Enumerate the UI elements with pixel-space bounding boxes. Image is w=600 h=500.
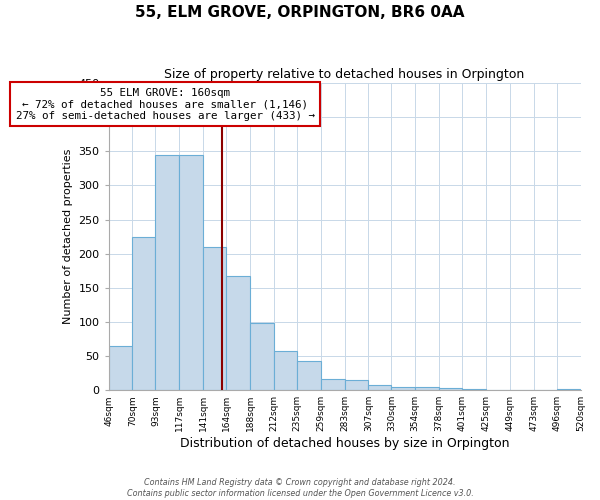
Bar — [391, 387, 415, 390]
Bar — [155, 154, 179, 390]
Bar — [320, 380, 344, 390]
Title: Size of property relative to detached houses in Orpington: Size of property relative to detached ho… — [164, 68, 524, 80]
Bar — [109, 346, 133, 390]
Bar — [344, 380, 368, 390]
Bar — [368, 386, 391, 390]
Bar — [133, 238, 155, 390]
Bar — [557, 389, 580, 390]
Bar — [179, 154, 203, 390]
Bar — [274, 352, 297, 390]
Bar — [203, 247, 226, 390]
Bar — [439, 388, 462, 390]
Y-axis label: Number of detached properties: Number of detached properties — [63, 149, 73, 324]
Bar — [462, 389, 486, 390]
Bar — [415, 387, 439, 390]
Text: 55 ELM GROVE: 160sqm
← 72% of detached houses are smaller (1,146)
27% of semi-de: 55 ELM GROVE: 160sqm ← 72% of detached h… — [16, 88, 315, 121]
Bar — [250, 324, 274, 390]
X-axis label: Distribution of detached houses by size in Orpington: Distribution of detached houses by size … — [180, 437, 509, 450]
Bar — [297, 361, 320, 390]
Text: Contains HM Land Registry data © Crown copyright and database right 2024.
Contai: Contains HM Land Registry data © Crown c… — [127, 478, 473, 498]
Bar — [226, 276, 250, 390]
Text: 55, ELM GROVE, ORPINGTON, BR6 0AA: 55, ELM GROVE, ORPINGTON, BR6 0AA — [135, 5, 465, 20]
